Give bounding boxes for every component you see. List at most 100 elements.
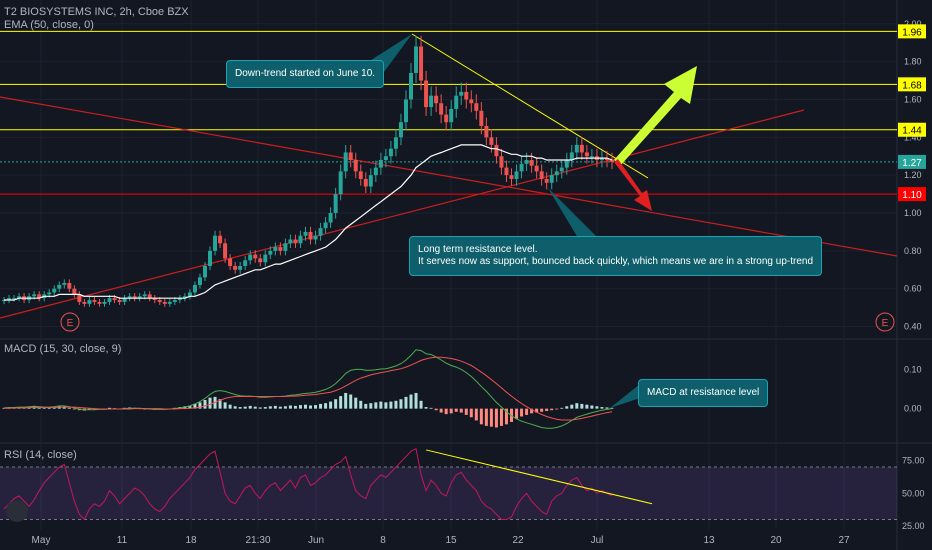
candle-body: [12, 298, 17, 300]
candle-body: [373, 167, 378, 176]
candle-body: [474, 103, 479, 111]
candle-body: [554, 171, 559, 176]
macd-histogram-bar: [590, 405, 594, 409]
rsi-title: RSI (14, close): [4, 449, 77, 461]
macd-histogram-bar: [414, 392, 418, 409]
rsi-legend: RSI (14, close): [4, 449, 77, 462]
time-tick-label: Jun: [308, 535, 324, 546]
candle-body: [32, 294, 37, 297]
candle-body: [202, 265, 207, 278]
macd-histogram-bar: [218, 399, 222, 409]
macd-histogram-bar: [62, 406, 66, 409]
candle-body: [534, 165, 539, 172]
candle-body: [429, 95, 434, 108]
support-text-2: It serves now as support, bounced back q…: [418, 256, 814, 267]
candle-body: [509, 175, 514, 179]
macd-histogram-bar: [339, 396, 343, 409]
candle-body: [343, 152, 348, 172]
macd-histogram-bar: [349, 394, 353, 409]
candle-body: [494, 144, 499, 157]
symbol-title: T2 BIOSYSTEMS INC, 2h, Cboe BZX: [4, 6, 189, 18]
price-axis: 0.40 0.60 0.80 1.00 1.20 1.40 1.60 1.80 2.001.96…: [898, 19, 926, 531]
candle-body: [253, 254, 258, 259]
candle-body: [393, 137, 398, 149]
candle-body: [92, 300, 97, 302]
candle-body: [519, 163, 524, 172]
candle-body: [434, 95, 439, 104]
time-tick-label: 11: [117, 535, 128, 546]
macd-histogram-bar: [203, 400, 207, 409]
callout-pointer: [610, 384, 640, 408]
candle-body: [459, 91, 464, 96]
price-tick-label: 0.60: [904, 284, 922, 294]
candle-body: [117, 300, 122, 302]
macd-histogram-bar: [263, 407, 267, 409]
ema-polyline: [4, 144, 613, 301]
macd-histogram-bar: [243, 406, 247, 409]
macd-histogram-bar: [228, 404, 232, 409]
candle-body: [419, 46, 424, 81]
macd-histogram-bar: [515, 408, 519, 419]
candle-body: [283, 243, 288, 251]
macd-histogram-bar: [525, 408, 529, 415]
candle-body: [97, 301, 102, 304]
earnings-marker-icon: [875, 312, 895, 332]
candle-body: [313, 235, 318, 240]
macd-histogram-bar: [288, 405, 292, 409]
candle-body: [549, 175, 554, 183]
candle-body: [57, 284, 62, 289]
macd-histogram-bar: [258, 407, 262, 409]
macd-title: MACD (15, 30, close, 9): [4, 343, 122, 355]
candle-body: [569, 152, 574, 161]
candle-body: [102, 301, 107, 304]
candle-body: [7, 298, 12, 301]
candle-body: [233, 265, 238, 270]
macd-tick-label: 0.10: [904, 364, 922, 374]
candle-body: [383, 156, 388, 161]
level-label: 1.10: [902, 190, 922, 201]
candle-body: [182, 296, 187, 299]
macd-histogram-bar: [419, 400, 423, 409]
macd-histogram-bar: [600, 407, 604, 409]
candle-body: [213, 235, 218, 251]
price-tick-label: 0.80: [904, 246, 922, 256]
macd-histogram-bar: [278, 406, 282, 409]
macd-histogram-bar: [334, 399, 338, 409]
price-tick-label: 1.20: [904, 170, 922, 180]
time-tick-label: 13: [703, 535, 715, 546]
price-tick-label: 1.60: [904, 94, 922, 104]
candle-body: [403, 99, 408, 123]
callout-pointer: [548, 188, 598, 238]
candle-body: [67, 283, 72, 289]
tradingview-logo-icon[interactable]: [6, 500, 28, 522]
time-tick-label: 20: [770, 535, 782, 546]
candle-body: [439, 103, 444, 115]
macd-histogram-bar: [293, 405, 297, 409]
candle-body: [37, 294, 42, 299]
candle-body: [127, 296, 132, 299]
candle-body: [112, 298, 117, 301]
time-axis: May 11 18 21:30 Jun 8 15 22 Jul 13 20 27: [32, 535, 850, 546]
price-tick-label: 2.00: [904, 19, 922, 29]
candle-body: [157, 300, 162, 302]
candle-body: [167, 301, 172, 304]
candle-body: [177, 298, 182, 301]
candle-body: [348, 152, 353, 161]
candle-body: [454, 95, 459, 109]
level-label: 1.27: [902, 158, 922, 169]
candle-body: [469, 99, 474, 104]
time-tick-label: 27: [838, 535, 850, 546]
rsi-tick-label: 25.00: [902, 521, 925, 531]
candle-body: [162, 301, 167, 304]
rsi-panel: [0, 447, 897, 521]
support-callout: Long term resistance level. It serves no…: [409, 236, 823, 276]
earnings-marker-label: E: [882, 318, 889, 329]
candle-body: [187, 292, 192, 297]
macd-histogram-bar: [329, 401, 333, 409]
price-tick-label: 1.00: [904, 208, 922, 218]
horizontal-levels: [0, 30, 897, 195]
macd-histogram-bar: [409, 394, 413, 409]
candle-body: [604, 158, 609, 161]
macd-histogram-bar: [314, 405, 318, 409]
macd-histogram-bar: [309, 405, 313, 409]
